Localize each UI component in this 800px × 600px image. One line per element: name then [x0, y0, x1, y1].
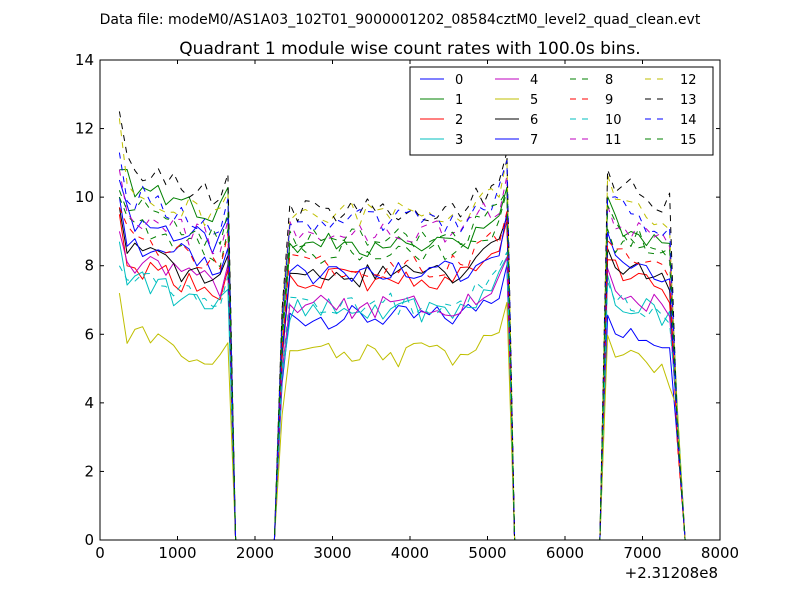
legend-label-13: 13 [680, 93, 697, 108]
series-line-9 [118, 207, 686, 540]
y-tick-label: 2 [84, 462, 94, 480]
x-tick-label: 0 [95, 544, 105, 562]
chart-title: Quadrant 1 module wise count rates with … [179, 39, 640, 59]
legend-box [409, 66, 714, 156]
legend-label-8: 8 [605, 73, 613, 88]
series-line-10 [118, 251, 686, 540]
y-tick-label: 8 [84, 257, 94, 275]
x-tick-label: 8000 [701, 544, 739, 562]
y-tick-label: 10 [75, 188, 94, 206]
series-line-6 [118, 207, 686, 540]
y-tick-label: 4 [84, 394, 94, 412]
series-line-14 [118, 152, 686, 540]
x-tick-label: 4000 [391, 544, 429, 562]
x-tick-label: 5000 [468, 544, 506, 562]
x-tick-label: 7000 [623, 544, 661, 562]
legend-label-11: 11 [605, 133, 622, 148]
series-line-5 [118, 293, 686, 540]
legend-label-4: 4 [530, 73, 538, 88]
y-tick-label: 0 [84, 531, 94, 549]
series-line-3 [118, 241, 686, 540]
series-line-12 [118, 118, 686, 540]
legend-label-2: 2 [455, 113, 463, 128]
legend-label-10: 10 [605, 113, 622, 128]
legend-label-0: 0 [455, 73, 463, 88]
legend-label-14: 14 [680, 113, 697, 128]
legend-label-9: 9 [605, 93, 613, 108]
series-line-13 [118, 111, 686, 540]
series-line-11 [118, 169, 686, 540]
legend-label-1: 1 [455, 93, 463, 108]
series-line-1 [119, 169, 686, 540]
series-line-4 [118, 231, 686, 540]
figure-suptitle: Data file: modeM0/AS1A03_102T01_90000012… [100, 12, 701, 28]
x-tick-label: 6000 [546, 544, 584, 562]
series-line-7 [118, 197, 686, 540]
legend-label-6: 6 [530, 113, 538, 128]
axes: 0 1000 2000 3000 4000 5000 6000 7000 80000246810… [75, 51, 739, 562]
y-tick-label: 6 [84, 325, 94, 343]
legend-label-7: 7 [530, 133, 538, 148]
series-line-2 [118, 214, 686, 540]
plot-lines [118, 111, 686, 540]
series-line-8 [118, 190, 686, 540]
legend-label-12: 12 [680, 73, 697, 88]
x-offset-label: +2.31208e8 [625, 564, 718, 582]
y-tick-label: 14 [75, 51, 94, 69]
x-tick-label: 2000 [236, 544, 274, 562]
series-line-0 [118, 179, 686, 540]
legend-label-15: 15 [680, 133, 697, 148]
x-tick-label: 1000 [158, 544, 196, 562]
y-tick-label: 12 [75, 120, 94, 138]
legend-label-5: 5 [530, 93, 538, 108]
x-tick-label: 3000 [313, 544, 351, 562]
legend-label-3: 3 [455, 133, 463, 148]
